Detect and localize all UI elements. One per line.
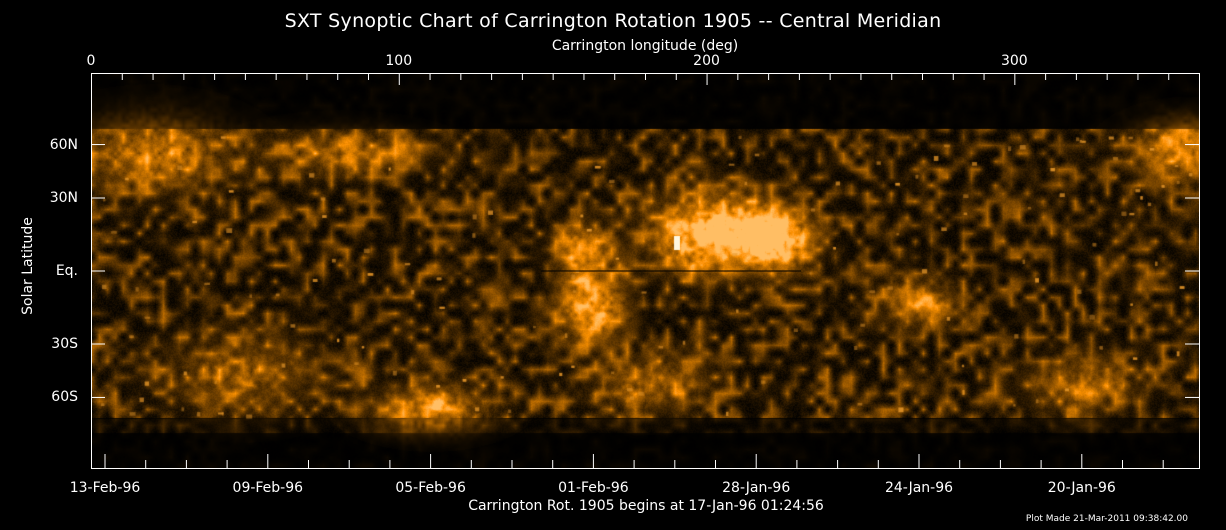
y-axis-label: Solar Latitude: [20, 217, 36, 315]
date-tick-label: 24-Jan-96: [884, 480, 954, 496]
x-tick-label: 0: [86, 53, 96, 69]
x-axis-label: Carrington longitude (deg): [551, 38, 739, 54]
synoptic-map: [91, 73, 1199, 468]
date-tick-label: 09-Feb-96: [232, 480, 304, 496]
rotation-start-caption: Carrington Rot. 1905 begins at 17-Jan-96…: [468, 498, 824, 514]
chart-title: SXT Synoptic Chart of Carrington Rotatio…: [284, 10, 942, 32]
x-tick-label: 200: [693, 53, 720, 69]
y-tick-label: Eq.: [55, 263, 78, 279]
axis-ticks: [91, 73, 1199, 468]
date-tick-label: 28-Jan-96: [722, 480, 791, 496]
date-tick-label: 01-Feb-96: [558, 480, 629, 496]
date-tick-label: 05-Feb-96: [395, 480, 466, 496]
plot-made-note: Plot Made 21-Mar-2011 09:38:42.00: [1025, 514, 1188, 524]
y-tick-label: 60S: [51, 389, 78, 406]
y-tick-label: 60N: [49, 136, 78, 153]
date-tick-label: 20-Jan-96: [1047, 480, 1116, 496]
y-tick-label: 30S: [51, 336, 78, 352]
date-tick-label: 13-Feb-96: [69, 480, 141, 496]
x-tick-label: 300: [1000, 53, 1028, 69]
x-tick-label: 100: [385, 53, 413, 69]
y-tick-label: 30N: [49, 190, 78, 206]
